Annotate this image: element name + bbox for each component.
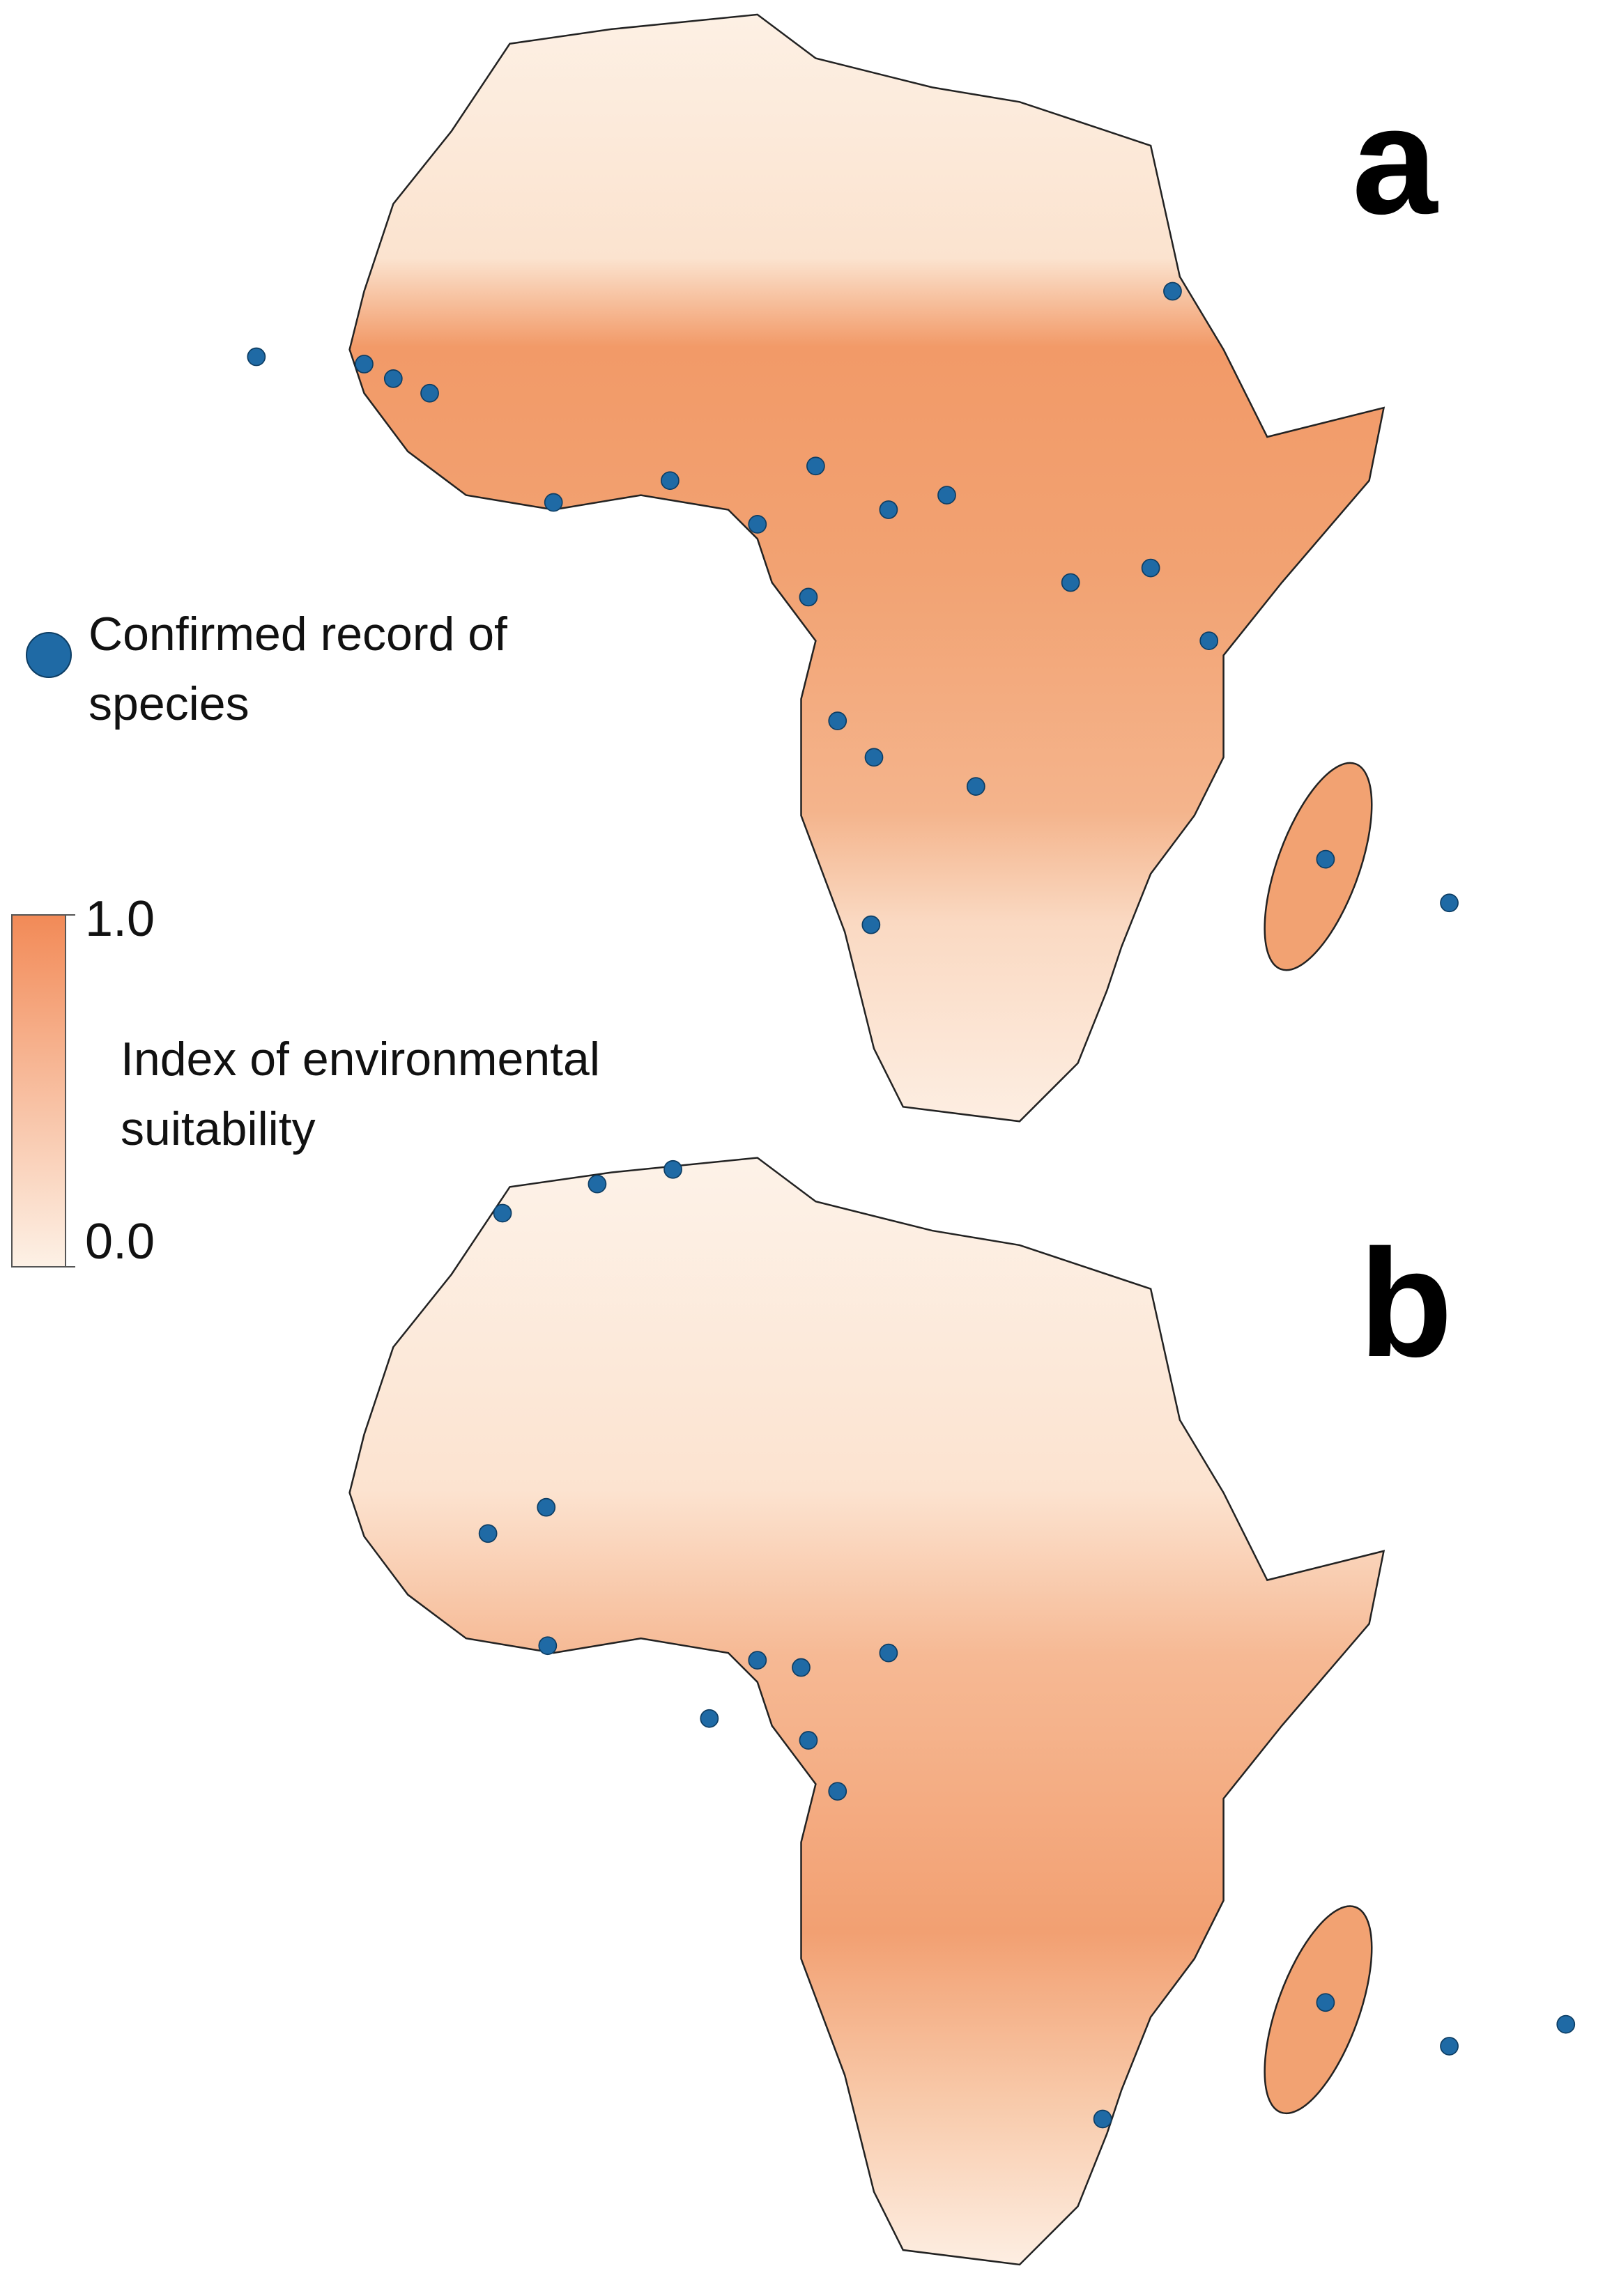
record-point [663,1159,682,1179]
record-point [661,471,680,491]
record-point [1199,631,1219,650]
record-point [247,347,266,367]
record-point [799,587,818,607]
record-point [478,1524,498,1543]
record-point [1556,2014,1576,2034]
record-point [1440,893,1459,913]
record-point [799,1731,818,1750]
record-point [966,777,985,796]
record-point [1316,849,1335,869]
record-point [806,456,825,476]
record-point [538,1636,558,1656]
record-point [544,493,563,512]
panel-label: a [1352,75,1438,246]
record-point [383,369,403,388]
record-point [792,1658,811,1677]
record-point [537,1497,556,1517]
record-point [493,1203,512,1223]
record-point [937,486,956,504]
record-point [879,1643,898,1663]
record-point [1093,2109,1112,2129]
record-point [828,711,847,730]
record-point [700,1709,719,1728]
colorbar-tick-label: 1.0 [85,891,155,947]
panel-label: b [1359,1217,1453,1389]
record-point [1141,558,1160,578]
record-point [1163,282,1182,301]
record-point [1440,2037,1459,2056]
map-panel-b [348,1157,1576,2266]
record-point [355,355,374,373]
legend-label: Confirmed record of species [89,608,507,730]
record-point [588,1174,607,1194]
record-point [420,383,439,403]
colorbar-tick-label: 0.0 [85,1214,155,1270]
record-point [748,1651,767,1670]
record-point [861,915,881,934]
record-point [1316,1993,1335,2012]
record-point [748,515,767,534]
map-panel-a [247,13,1459,1123]
record-point [828,1782,847,1801]
legend-marker [26,632,72,678]
record-point [1061,573,1080,592]
record-point [879,500,898,519]
colorbar [11,914,66,1268]
record-point [864,748,884,767]
colorbar-title: Index of environmental suitability [121,1033,600,1155]
